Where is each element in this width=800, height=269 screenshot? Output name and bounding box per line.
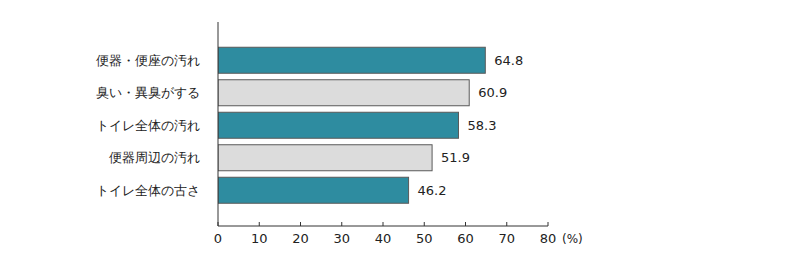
chart-container: 便器・便座の汚れ 64.8 臭い・異臭がする 60.9 トイレ全体の汚れ 58.3 便器周辺… bbox=[0, 0, 800, 269]
x-tick-label: 30 bbox=[333, 231, 350, 246]
x-tick-label: 20 bbox=[292, 231, 309, 246]
data-label: 58.3 bbox=[467, 118, 496, 133]
y-axis-line bbox=[218, 22, 219, 226]
x-tick bbox=[341, 222, 342, 226]
bar bbox=[218, 80, 469, 106]
x-tick bbox=[506, 222, 507, 226]
x-tick-label: 0 bbox=[214, 231, 222, 246]
data-label: 64.8 bbox=[494, 53, 523, 68]
data-label: 60.9 bbox=[478, 85, 507, 100]
bar bbox=[218, 145, 432, 171]
x-tick bbox=[259, 222, 260, 226]
category-label: 便器周辺の汚れ bbox=[109, 150, 200, 165]
x-tick bbox=[548, 222, 549, 226]
x-axis-label: (%) bbox=[562, 232, 583, 246]
x-tick-label: 40 bbox=[375, 231, 392, 246]
x-tick-label: 80 bbox=[540, 231, 557, 246]
data-label: 51.9 bbox=[441, 150, 470, 165]
chart-svg: 便器・便座の汚れ 64.8 臭い・異臭がする 60.9 トイレ全体の汚れ 58.3 便器周辺… bbox=[0, 0, 800, 269]
bar bbox=[218, 112, 458, 138]
x-tick bbox=[300, 222, 301, 226]
x-tick-label: 70 bbox=[498, 231, 515, 246]
bars bbox=[218, 47, 485, 203]
x-tick bbox=[424, 222, 425, 226]
x-tick-label: 50 bbox=[416, 231, 433, 246]
category-label: 臭い・異臭がする bbox=[96, 85, 200, 100]
category-label: トイレ全体の古さ bbox=[96, 183, 200, 198]
x-tick-label: 10 bbox=[251, 231, 268, 246]
x-tick bbox=[218, 222, 219, 226]
labels: 便器・便座の汚れ 64.8 臭い・異臭がする 60.9 トイレ全体の汚れ 58.3 便器周辺… bbox=[96, 53, 523, 198]
category-label: トイレ全体の汚れ bbox=[96, 118, 200, 133]
data-label: 46.2 bbox=[418, 183, 447, 198]
x-tick-label: 60 bbox=[457, 231, 474, 246]
bar bbox=[218, 47, 485, 73]
category-label: 便器・便座の汚れ bbox=[96, 53, 200, 68]
x-tick bbox=[465, 222, 466, 226]
x-tick bbox=[383, 222, 384, 226]
axes: 0 10 20 30 40 50 60 70 80 (%) bbox=[214, 22, 583, 246]
bar bbox=[218, 177, 409, 203]
